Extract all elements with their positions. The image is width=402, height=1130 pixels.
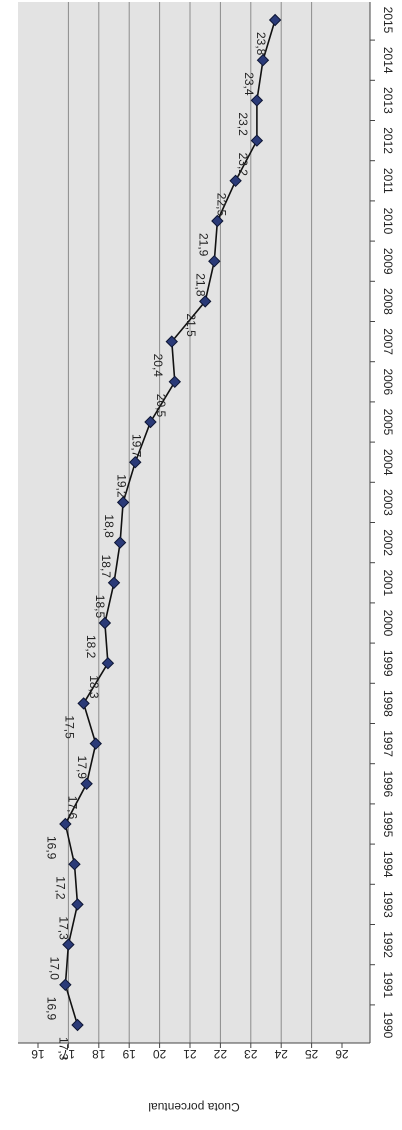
year-tick-label: 2008 bbox=[381, 288, 395, 315]
data-point bbox=[107, 576, 121, 590]
data-point bbox=[268, 13, 282, 27]
data-label: 18,3 bbox=[87, 675, 101, 699]
year-tick-label: 1999 bbox=[381, 650, 395, 677]
year-tick-label: 1995 bbox=[381, 811, 395, 838]
data-label: 20,5 bbox=[154, 394, 168, 418]
year-tick-label: 2003 bbox=[381, 489, 395, 516]
data-label: 17,5 bbox=[63, 715, 77, 739]
data-label: 23,2 bbox=[236, 112, 250, 136]
year-tick-label: 2015 bbox=[381, 7, 395, 34]
year-tick-label: 2002 bbox=[381, 529, 395, 556]
data-point bbox=[198, 295, 212, 308]
year-tick-label: 1992 bbox=[381, 931, 395, 958]
data-point bbox=[77, 697, 90, 710]
year-tick-label: 1993 bbox=[381, 891, 395, 918]
data-label: 18,8 bbox=[102, 514, 116, 538]
data-label: 20,4 bbox=[151, 354, 165, 378]
data-point bbox=[89, 737, 102, 750]
year-tick-label: 1996 bbox=[381, 770, 395, 797]
data-label: 18,5 bbox=[93, 595, 107, 619]
data-label: 21,5 bbox=[184, 313, 198, 337]
year-tick-label: 2014 bbox=[381, 47, 395, 74]
gridlines bbox=[67, 2, 313, 1043]
data-point bbox=[211, 214, 224, 228]
plot-area bbox=[18, 2, 370, 1043]
value-tick-label: 16 bbox=[31, 1047, 45, 1061]
data-point bbox=[71, 1018, 84, 1032]
y-axis-label: Cuota porcentual bbox=[148, 1100, 239, 1114]
year-tick-label: 2007 bbox=[381, 328, 395, 355]
year-tick-label: 1991 bbox=[381, 971, 395, 998]
data-point bbox=[59, 978, 72, 992]
value-tick-label: 23 bbox=[244, 1047, 258, 1061]
data-point bbox=[250, 134, 264, 147]
year-tick-label: 2000 bbox=[381, 610, 395, 637]
data-point bbox=[80, 777, 93, 791]
data-label: 17,0 bbox=[47, 957, 61, 981]
data-label: 17,2 bbox=[53, 876, 67, 900]
year-tick-label: 2009 bbox=[381, 248, 395, 275]
data-point bbox=[165, 335, 178, 348]
data-points bbox=[59, 13, 282, 1032]
series-line bbox=[64, 19, 276, 1026]
year-tick-label: 2006 bbox=[381, 368, 395, 395]
data-point bbox=[256, 53, 270, 67]
value-tick-label: 22 bbox=[213, 1047, 227, 1061]
data-label: 23,4 bbox=[242, 72, 256, 96]
year-tick-label: 2011 bbox=[381, 168, 395, 194]
x-tick-labels: 1990 1991 1992 1993 1994 1995 1996 1997 1998 1999… bbox=[381, 7, 395, 1039]
year-tick-label: 1990 bbox=[381, 1012, 395, 1039]
value-tick-label: 26 bbox=[335, 1047, 349, 1061]
year-tick-label: 2010 bbox=[381, 208, 395, 235]
value-tick-label: 20 bbox=[153, 1047, 167, 1061]
value-tick-label: 25 bbox=[305, 1047, 319, 1061]
year-tick-label: 1998 bbox=[381, 690, 395, 717]
data-point bbox=[144, 415, 157, 429]
year-tick-label: 2001 bbox=[381, 569, 395, 596]
data-label: 17,3 bbox=[57, 1037, 71, 1061]
data-label: 16,9 bbox=[44, 836, 58, 860]
value-tick-label: 17 bbox=[61, 1047, 75, 1061]
data-label: 21,9 bbox=[196, 233, 210, 257]
data-label: 21,8 bbox=[193, 273, 207, 297]
axes bbox=[18, 2, 375, 1048]
data-point bbox=[208, 254, 221, 268]
data-label: 23,8 bbox=[254, 32, 268, 56]
year-tick-label: 2013 bbox=[381, 87, 395, 114]
value-tick-label: 19 bbox=[122, 1047, 136, 1061]
data-point bbox=[101, 656, 115, 670]
data-point bbox=[71, 898, 84, 911]
data-label: 18,2 bbox=[84, 635, 98, 659]
data-point bbox=[59, 817, 72, 831]
y-tick-labels: 16 17 18 19 20 21 22 23 24 25 26 bbox=[31, 1047, 349, 1061]
data-label: 16,9 bbox=[44, 997, 58, 1021]
data-labels: 17,3 16,9 17,0 17,3 17,2 16,9 17,6 17,9 17,5 18,3… bbox=[44, 32, 268, 1061]
data-label: 22,5 bbox=[215, 193, 229, 217]
data-label: 18,7 bbox=[99, 555, 113, 579]
data-label: 17,9 bbox=[75, 756, 89, 780]
year-tick-label: 1994 bbox=[381, 851, 395, 878]
data-point bbox=[98, 616, 112, 630]
data-label: 23,2 bbox=[236, 153, 250, 177]
value-tick-label: 21 bbox=[183, 1047, 197, 1061]
value-tick-label: 18 bbox=[92, 1047, 106, 1061]
value-tick-label: 24 bbox=[274, 1047, 288, 1061]
data-label: 19,7 bbox=[129, 434, 143, 458]
year-tick-label: 2005 bbox=[381, 409, 395, 436]
data-point bbox=[168, 375, 182, 389]
year-tick-label: 1997 bbox=[381, 730, 395, 757]
data-point bbox=[129, 455, 142, 469]
year-tick-label: 2012 bbox=[381, 127, 395, 154]
data-point bbox=[113, 536, 127, 549]
year-tick-label: 2004 bbox=[381, 449, 395, 476]
data-label: 19,2 bbox=[114, 474, 128, 498]
data-point bbox=[116, 496, 130, 509]
data-label: 17,6 bbox=[66, 796, 80, 820]
data-point bbox=[250, 94, 264, 107]
data-point bbox=[229, 174, 242, 188]
data-label: 17,3 bbox=[57, 916, 71, 940]
data-point bbox=[68, 857, 81, 871]
data-point bbox=[62, 938, 75, 951]
